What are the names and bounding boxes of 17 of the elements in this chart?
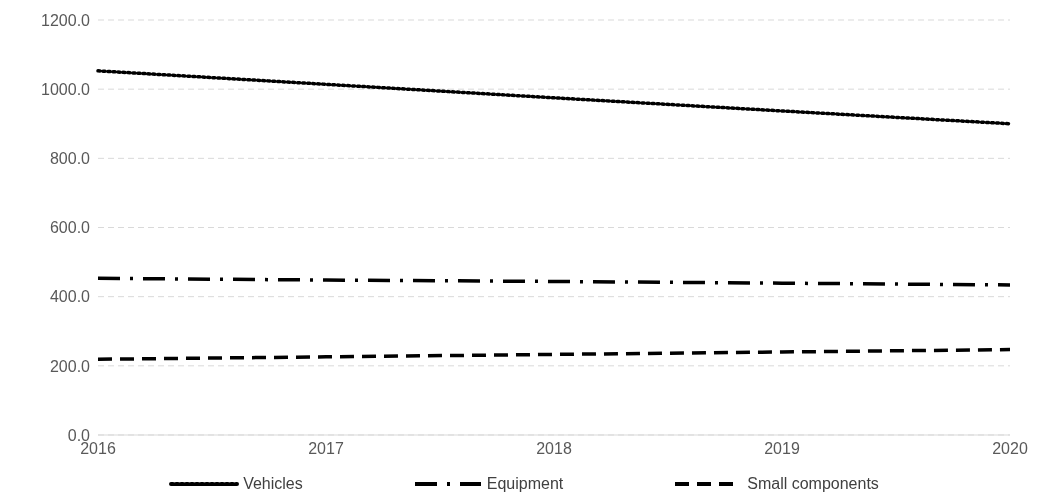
y-tick-label: 400.0 bbox=[49, 288, 91, 306]
x-tick-label: 2017 bbox=[308, 440, 344, 458]
line-series bbox=[96, 69, 1012, 126]
line-series bbox=[96, 347, 1012, 362]
y-tick-label: 1000.0 bbox=[41, 80, 91, 98]
legend-label: Equipment bbox=[486, 475, 564, 493]
x-tick-label: 2019 bbox=[764, 440, 800, 458]
x-tick-label: 2018 bbox=[536, 440, 572, 458]
line-series bbox=[96, 276, 1012, 287]
legend-label: Small components bbox=[747, 475, 879, 493]
x-tick-label: 2020 bbox=[992, 440, 1028, 458]
x-tick-label: 2016 bbox=[80, 440, 116, 458]
y-tick-label: 600.0 bbox=[49, 219, 91, 237]
y-tick-label: 200.0 bbox=[49, 357, 91, 375]
y-tick-label: 1200.0 bbox=[41, 11, 91, 29]
y-tick-label: 800.0 bbox=[49, 150, 91, 168]
legend-label: Vehicles bbox=[243, 475, 303, 493]
